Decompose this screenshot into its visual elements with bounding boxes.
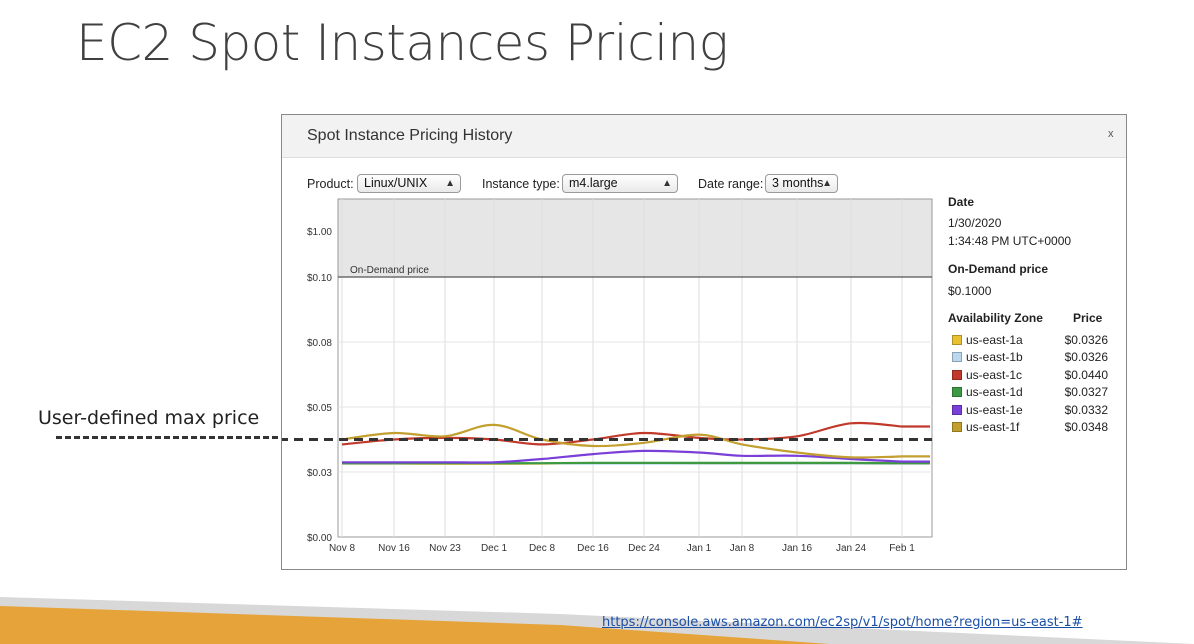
- date-range-select-value: 3 months: [772, 176, 824, 190]
- modal-title: Spot Instance Pricing History: [307, 127, 513, 144]
- legend-az-price: $0.0440: [1064, 367, 1108, 382]
- y-tick-label: $0.03: [307, 468, 332, 479]
- legend-az-price: $0.0326: [1064, 350, 1108, 365]
- y-tick-label: $0.10: [307, 273, 332, 284]
- instance-type-select[interactable]: m4.large ▲︎: [562, 174, 678, 193]
- pricing-history-modal: Spot Instance Pricing History x Product:…: [281, 114, 1127, 570]
- legend-swatch: [952, 335, 962, 345]
- x-tick-label: Nov 8: [329, 543, 356, 554]
- legend-az-name: us-east-1b: [966, 350, 1023, 365]
- select-arrows-icon: ▲︎: [822, 178, 832, 189]
- series-line-us-east-1c: [341, 421, 930, 446]
- legend-row-us-east-1b[interactable]: us-east-1b $0.0326: [948, 349, 1108, 366]
- date-range-select[interactable]: 3 months ▲︎: [765, 174, 838, 193]
- x-tick-label: Jan 1: [687, 543, 712, 554]
- legend-row-us-east-1c[interactable]: us-east-1c $0.0440: [948, 367, 1108, 384]
- time-value: 1:34:48 PM UTC+0000: [948, 234, 1072, 248]
- legend-az-name: us-east-1c: [966, 367, 1023, 382]
- date-heading: Date: [948, 195, 975, 209]
- legend-az-name: us-east-1d: [966, 385, 1023, 400]
- price-heading: Price: [1073, 311, 1103, 325]
- x-tick-label: Jan 16: [782, 543, 812, 554]
- series-line-us-east-1f: [341, 423, 930, 459]
- legend-az-name: us-east-1e: [966, 402, 1023, 417]
- max-price-leader-line: [56, 436, 278, 439]
- product-select-value: Linux/UNIX: [364, 176, 428, 190]
- x-tick-label: Nov 16: [378, 543, 410, 554]
- y-tick-label: $0.05: [307, 403, 332, 414]
- instance-type-select-value: m4.large: [569, 176, 618, 190]
- legend-az-price: $0.0332: [1064, 402, 1108, 417]
- legend-az-price: $0.0348: [1064, 420, 1108, 434]
- on-demand-label: On-Demand price: [350, 265, 429, 276]
- select-arrows-icon: ▲︎: [662, 178, 672, 189]
- legend-az-price: $0.0326: [1064, 333, 1108, 347]
- x-tick-label: Jan 24: [836, 543, 866, 554]
- x-tick-label: Feb 1: [889, 543, 915, 554]
- legend-swatch: [952, 352, 962, 363]
- legend-swatch: [952, 404, 962, 415]
- x-tick-label: Dec 16: [577, 543, 609, 554]
- on-demand-heading: On-Demand price: [948, 262, 1049, 276]
- modal-header: Spot Instance Pricing History x: [282, 115, 1126, 158]
- on-demand-value: $0.1000: [948, 284, 992, 298]
- legend-row-us-east-1a[interactable]: us-east-1a $0.0326: [948, 332, 1108, 349]
- series-line-us-east-1e: [341, 449, 930, 464]
- x-tick-label: Dec 1: [481, 543, 508, 554]
- console-url-link[interactable]: https://console.aws.amazon.com/ec2sp/v1/…: [602, 615, 1083, 630]
- product-select[interactable]: Linux/UNIX ▲︎: [357, 174, 461, 193]
- legend-row-us-east-1d[interactable]: us-east-1d $0.0327: [948, 384, 1108, 401]
- product-label: Product:: [307, 177, 354, 191]
- slide-title: EC2 Spot Instances Pricing: [76, 14, 729, 72]
- date-range-label: Date range:: [698, 177, 764, 191]
- legend-swatch: [952, 387, 962, 398]
- select-arrows-icon: ▲︎: [445, 178, 455, 189]
- legend-az-name: us-east-1a: [966, 333, 1023, 347]
- legend-row-us-east-1e[interactable]: us-east-1e $0.0332: [948, 402, 1108, 419]
- above-on-demand-region: [338, 199, 932, 277]
- instance-type-label: Instance type:: [482, 177, 560, 191]
- legend-row-us-east-1f[interactable]: us-east-1f $0.0348: [948, 419, 1108, 436]
- plot-border: [337, 198, 933, 538]
- max-price-annotation: User-defined max price: [38, 407, 260, 429]
- x-tick-label: Dec 24: [628, 543, 660, 554]
- y-tick-label: $1.00: [307, 227, 332, 238]
- legend-swatch: [952, 369, 962, 380]
- legend-az-name: us-east-1f: [966, 420, 1020, 434]
- date-value: 1/30/2020: [948, 216, 1002, 230]
- x-tick-label: Jan 8: [730, 543, 755, 554]
- pricing-chart[interactable]: On-Demand price $1.00 $0.10 $0.08 $0.05 $0.03…: [282, 115, 1126, 569]
- x-tick-label: Nov 23: [429, 543, 461, 554]
- close-icon[interactable]: x: [1108, 128, 1114, 140]
- y-tick-label: $0.08: [307, 338, 332, 349]
- legend-swatch: [952, 422, 962, 432]
- y-tick-label: $0.00: [307, 533, 332, 544]
- x-tick-label: Dec 8: [529, 543, 556, 554]
- legend-az-price: $0.0327: [1064, 385, 1108, 400]
- az-heading: Availability Zone: [948, 311, 1043, 325]
